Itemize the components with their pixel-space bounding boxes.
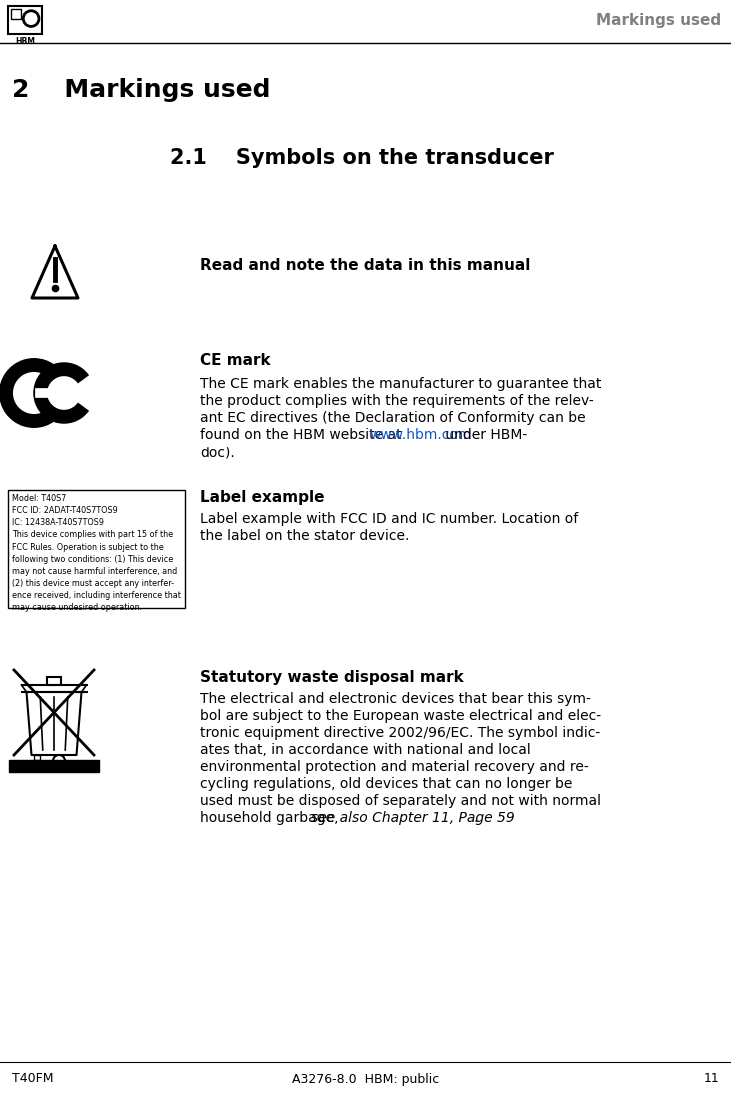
- Bar: [198, 427, 728, 446]
- Text: environmental protection and material recovery and re-: environmental protection and material re…: [200, 760, 588, 773]
- Text: The CE mark enables the manufacturer to guarantee that: The CE mark enables the manufacturer to …: [200, 377, 602, 391]
- Text: T40FM: T40FM: [12, 1072, 53, 1085]
- Text: under HBM-: under HBM-: [441, 428, 527, 442]
- Text: used must be disposed of separately and not with normal: used must be disposed of separately and …: [200, 794, 601, 808]
- Text: ant EC directives (the Declaration of Conformity can be: ant EC directives (the Declaration of Co…: [200, 411, 586, 424]
- Text: Model: T40S7
FCC ID: 2ADAT-T40S7TOS9
IC: 12438A-T40S7TOS9
This device complies w: Model: T40S7 FCC ID: 2ADAT-T40S7TOS9 IC:…: [12, 494, 181, 613]
- Text: found on the HBM website at: found on the HBM website at: [200, 428, 406, 442]
- Text: www.hbm.com: www.hbm.com: [364, 428, 466, 442]
- Text: .: .: [474, 811, 478, 825]
- Text: 2    Markings used: 2 Markings used: [12, 78, 270, 102]
- Text: CE mark: CE mark: [200, 353, 270, 368]
- Text: The electrical and electronic devices that bear this sym-: The electrical and electronic devices th…: [200, 693, 591, 706]
- Text: household garbage,: household garbage,: [200, 811, 343, 825]
- Bar: [47, 677, 61, 685]
- Bar: [34, 755, 39, 760]
- Text: under HBM-: under HBM-: [428, 428, 515, 442]
- Text: Label example with FCC ID and IC number. Location of: Label example with FCC ID and IC number.…: [200, 512, 578, 526]
- Bar: [11, 9, 20, 19]
- Text: cycling regulations, old devices that can no longer be: cycling regulations, old devices that ca…: [200, 777, 572, 791]
- Text: HBM: HBM: [15, 37, 35, 46]
- Text: the product complies with the requirements of the relev-: the product complies with the requiremen…: [200, 394, 594, 408]
- Text: 2.1    Symbols on the transducer: 2.1 Symbols on the transducer: [170, 148, 554, 168]
- Text: see also Chapter 11, Page 59: see also Chapter 11, Page 59: [311, 811, 515, 825]
- Bar: [9, 760, 99, 772]
- Text: the label on the stator device.: the label on the stator device.: [200, 529, 409, 543]
- Text: Read and note the data in this manual: Read and note the data in this manual: [200, 258, 531, 274]
- Text: bol are subject to the European waste electrical and elec-: bol are subject to the European waste el…: [200, 709, 601, 723]
- Text: found on the HBM website at ​: found on the HBM website at ​: [200, 428, 406, 442]
- Text: A3276-8.0  HBM: public: A3276-8.0 HBM: public: [292, 1072, 439, 1085]
- Text: 11: 11: [703, 1072, 719, 1085]
- Bar: [8, 490, 185, 608]
- Text: ates that, in accordance with national and local: ates that, in accordance with national a…: [200, 743, 531, 757]
- Bar: [8, 5, 42, 34]
- Text: Label example: Label example: [200, 490, 325, 505]
- Text: tronic equipment directive 2002/96/EC. The symbol indic-: tronic equipment directive 2002/96/EC. T…: [200, 726, 600, 740]
- Text: found on the HBM website at: found on the HBM website at: [200, 428, 406, 442]
- Text: Markings used: Markings used: [596, 12, 721, 27]
- Text: doc).: doc).: [200, 445, 235, 459]
- Text: Statutory waste disposal mark: Statutory waste disposal mark: [200, 670, 463, 685]
- Text: www.hbm.com: www.hbm.com: [369, 428, 471, 442]
